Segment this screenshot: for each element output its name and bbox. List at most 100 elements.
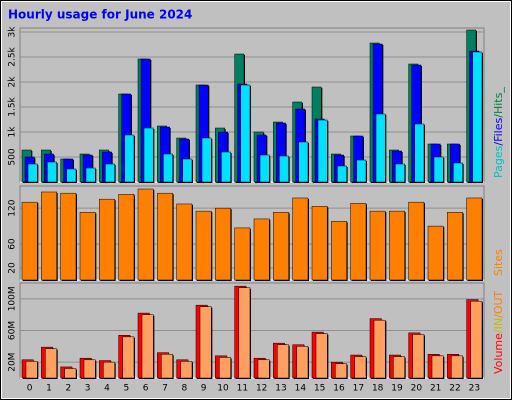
bar: [157, 192, 173, 281]
bar: [337, 165, 347, 183]
bar: [199, 306, 212, 379]
y-tick-label: 120: [8, 199, 18, 216]
y-tick-label: 2k: [8, 76, 18, 88]
bar: [472, 51, 483, 183]
bar: [66, 168, 77, 183]
bar: [195, 210, 212, 281]
x-tick-label: 15: [314, 384, 325, 394]
legend-separator: /: [492, 329, 505, 333]
bar: [317, 119, 328, 183]
y-tick-label: 20: [8, 262, 18, 274]
plot-area: [19, 27, 485, 183]
bar: [25, 361, 38, 379]
y-tick-label: 1.5k: [8, 96, 18, 116]
bar: [331, 221, 347, 281]
bar: [298, 141, 309, 183]
legend: Volume/IN/OUT: [492, 290, 505, 374]
bar: [389, 210, 405, 281]
bar: [350, 203, 367, 281]
bar: [257, 359, 270, 379]
legend-separator: /: [492, 314, 505, 318]
bar: [414, 123, 425, 183]
y-tick-label: 60M: [8, 321, 18, 340]
bar: [311, 206, 328, 281]
bar: [219, 357, 231, 379]
bar: [64, 368, 77, 379]
x-tick-label: 20: [411, 384, 423, 394]
bar: [354, 356, 367, 379]
x-tick-label: 12: [256, 384, 267, 394]
x-tick-label: 7: [162, 384, 168, 394]
y-tick-label: 60: [8, 238, 18, 250]
bar: [122, 336, 135, 379]
bar: [296, 346, 309, 379]
x-tick-label: 23: [469, 384, 480, 394]
bar: [47, 161, 57, 183]
legend-item: Sites: [492, 249, 505, 276]
legend-item: Hits_: [492, 87, 505, 114]
bar: [427, 225, 444, 281]
bar: [163, 153, 173, 183]
bar: [253, 218, 270, 281]
bar: [451, 355, 463, 379]
x-tick-label: 9: [201, 384, 207, 394]
x-tick-label: 16: [333, 384, 345, 394]
x-tick-label: 17: [353, 384, 364, 394]
y-tick-label: 100M: [8, 286, 18, 311]
bar: [201, 137, 212, 183]
y-tick-label: 2.5k: [8, 46, 18, 66]
x-tick-label: 11: [237, 384, 248, 394]
bar: [447, 212, 463, 281]
legend-item: OUT: [492, 290, 505, 314]
bar: [182, 158, 193, 183]
chart-title: Hourly usage for June 2024: [8, 8, 192, 22]
x-tick-label: 5: [123, 384, 129, 394]
bar: [41, 191, 57, 281]
y-tick-label: 3k: [8, 26, 18, 38]
x-tick-label: 13: [275, 384, 286, 394]
bar: [395, 163, 405, 183]
y-tick-label: 1k: [8, 126, 18, 138]
bar: [470, 300, 483, 379]
x-tick-label: 4: [104, 384, 110, 394]
legend: Pages/Files/Hits_: [492, 87, 505, 178]
bar: [85, 167, 96, 183]
bar: [21, 201, 38, 281]
bar: [277, 344, 289, 379]
legend-item: Files: [492, 117, 505, 141]
legend-item: Volume: [492, 333, 505, 374]
bar: [369, 210, 386, 281]
bar: [433, 156, 444, 183]
legend: Sites: [492, 249, 505, 276]
legend-separator: /: [492, 142, 505, 146]
y-tick-label: 500: [8, 148, 18, 165]
bar: [356, 159, 367, 183]
bar: [83, 359, 96, 379]
bar: [79, 212, 96, 281]
bar: [393, 356, 405, 379]
bar: [279, 155, 289, 183]
bar: [124, 134, 135, 183]
bar: [335, 363, 347, 379]
x-tick-label: 0: [27, 384, 33, 394]
bar: [143, 127, 154, 183]
bar: [466, 197, 483, 281]
bar: [99, 198, 115, 281]
bar: [408, 201, 425, 281]
bar: [105, 163, 115, 183]
legend-item: Pages: [492, 145, 505, 178]
x-tick-label: 8: [181, 384, 187, 394]
bar: [176, 203, 193, 281]
legend-item: IN: [492, 318, 505, 329]
bar: [161, 354, 173, 379]
bar: [259, 154, 270, 183]
x-tick-label: 14: [295, 384, 307, 394]
x-tick-label: 3: [85, 384, 91, 394]
bar: [273, 212, 289, 281]
x-tick-label: 10: [217, 384, 229, 394]
bar: [221, 151, 231, 183]
bar: [45, 348, 57, 379]
bar: [103, 361, 115, 379]
